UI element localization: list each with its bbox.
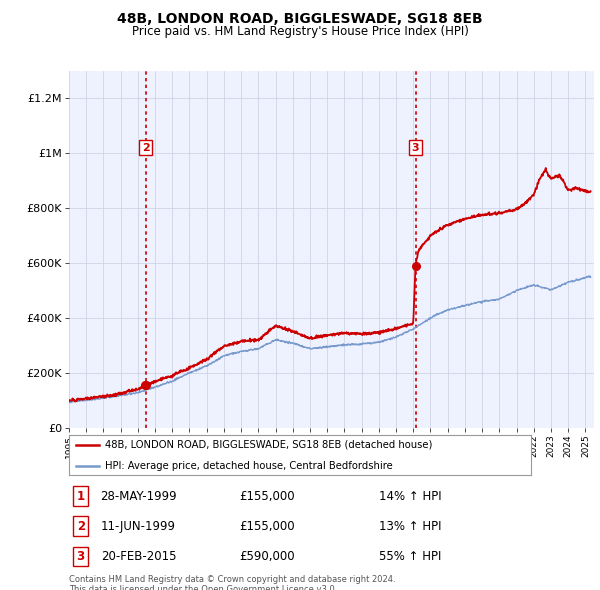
Text: 28-MAY-1999: 28-MAY-1999 — [100, 490, 177, 503]
Text: HPI: Average price, detached house, Central Bedfordshire: HPI: Average price, detached house, Cent… — [105, 461, 393, 471]
Text: Price paid vs. HM Land Registry's House Price Index (HPI): Price paid vs. HM Land Registry's House … — [131, 25, 469, 38]
Text: 3: 3 — [77, 550, 85, 563]
Text: 3: 3 — [412, 143, 419, 153]
Text: £155,000: £155,000 — [239, 490, 295, 503]
Text: 48B, LONDON ROAD, BIGGLESWADE, SG18 8EB (detached house): 48B, LONDON ROAD, BIGGLESWADE, SG18 8EB … — [105, 440, 433, 450]
Text: 13% ↑ HPI: 13% ↑ HPI — [379, 520, 441, 533]
Text: 11-JUN-1999: 11-JUN-1999 — [101, 520, 176, 533]
Text: 55% ↑ HPI: 55% ↑ HPI — [379, 550, 441, 563]
Text: 14% ↑ HPI: 14% ↑ HPI — [379, 490, 442, 503]
Text: Contains HM Land Registry data © Crown copyright and database right 2024.
This d: Contains HM Land Registry data © Crown c… — [69, 575, 395, 590]
Text: £155,000: £155,000 — [239, 520, 295, 533]
Text: 20-FEB-2015: 20-FEB-2015 — [101, 550, 176, 563]
Text: 48B, LONDON ROAD, BIGGLESWADE, SG18 8EB: 48B, LONDON ROAD, BIGGLESWADE, SG18 8EB — [117, 12, 483, 26]
Text: 2: 2 — [77, 520, 85, 533]
Text: £590,000: £590,000 — [239, 550, 295, 563]
Text: 1: 1 — [77, 490, 85, 503]
Text: 2: 2 — [142, 143, 149, 153]
